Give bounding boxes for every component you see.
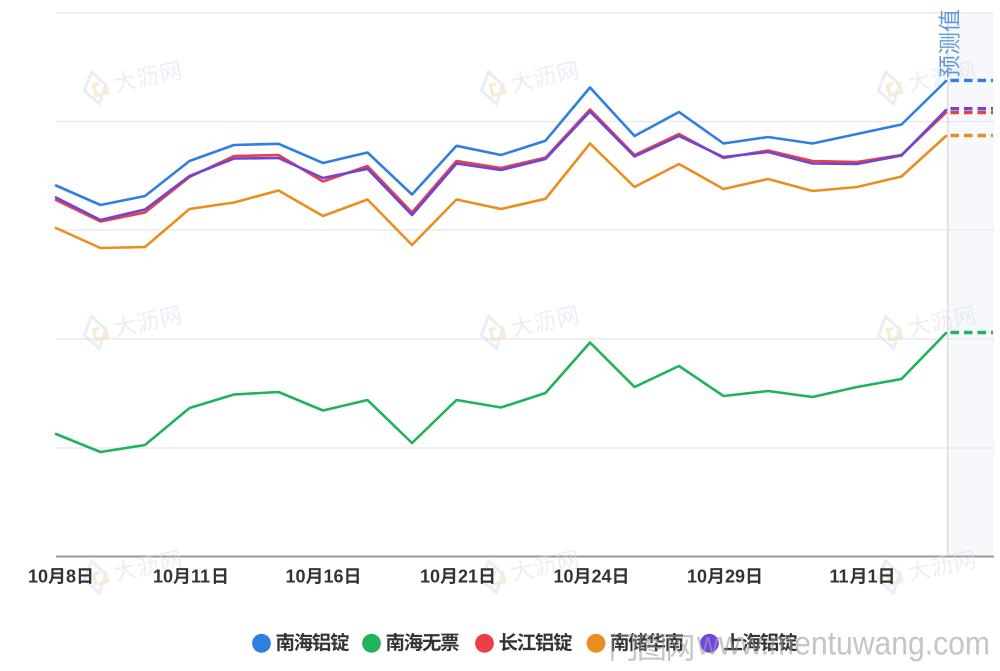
svg-text:11: 11	[191, 567, 210, 587]
svg-text:www.mentuwang.com: www.mentuwang.com	[696, 625, 990, 662]
svg-text:10: 10	[153, 567, 173, 587]
svg-text:29: 29	[725, 567, 745, 587]
svg-text:1: 1	[868, 567, 878, 587]
svg-text:16: 16	[324, 567, 344, 587]
svg-text:21: 21	[458, 567, 478, 587]
svg-text:10: 10	[554, 567, 574, 587]
svg-text:10: 10	[687, 567, 707, 587]
svg-text:8: 8	[66, 567, 76, 587]
svg-text:www.mentuwang.com: www.mentuwang.com	[696, 625, 990, 662]
svg-text:10: 10	[286, 567, 306, 587]
svg-text:10: 10	[420, 567, 440, 587]
svg-text:11: 11	[830, 567, 849, 587]
svg-text:24: 24	[592, 567, 612, 587]
svg-text:10: 10	[28, 567, 48, 587]
